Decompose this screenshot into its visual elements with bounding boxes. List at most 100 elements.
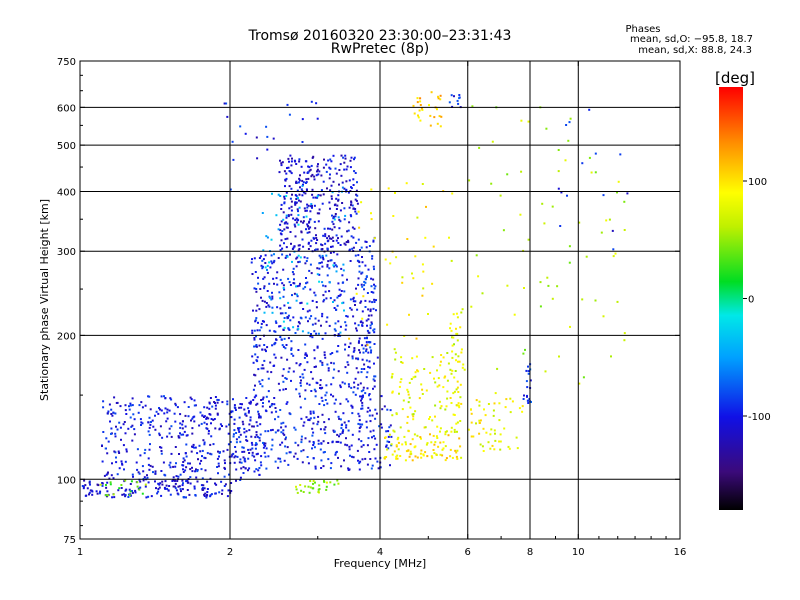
data-point [181, 427, 184, 430]
data-point [253, 337, 256, 339]
data-point [300, 301, 303, 304]
data-point [209, 495, 212, 498]
data-point [214, 407, 217, 410]
data-point [257, 469, 260, 472]
data-point [323, 227, 326, 230]
data-point [503, 427, 506, 430]
data-point [318, 273, 321, 276]
data-point [273, 282, 275, 285]
data-point [286, 316, 289, 319]
data-point [411, 438, 414, 441]
data-point [262, 258, 265, 261]
data-point [339, 325, 342, 328]
data-point [380, 426, 383, 429]
data-point [525, 380, 528, 383]
data-point [420, 437, 422, 440]
data-point [162, 461, 165, 464]
data-point [167, 489, 170, 492]
data-point [457, 102, 460, 105]
data-point [415, 355, 418, 358]
data-point [186, 434, 189, 437]
data-point [142, 470, 145, 473]
data-point [271, 344, 274, 347]
data-point [307, 177, 310, 180]
data-point [257, 410, 260, 413]
data-point [309, 210, 312, 213]
data-point [280, 162, 283, 165]
data-point [354, 254, 357, 257]
data-point [343, 207, 346, 210]
data-point [201, 489, 204, 491]
data-point [235, 441, 238, 444]
data-point [296, 285, 299, 288]
data-point [518, 407, 521, 410]
data-point [348, 385, 351, 388]
data-point [388, 441, 391, 443]
data-point [233, 429, 236, 432]
data-point [365, 348, 368, 351]
data-point [107, 410, 110, 413]
data-point [343, 218, 346, 221]
data-point [395, 457, 398, 460]
data-point [331, 214, 333, 217]
data-point [276, 271, 279, 274]
data-point [343, 421, 346, 424]
data-point [352, 296, 355, 299]
data-point [449, 368, 452, 371]
data-point [445, 405, 448, 408]
data-point [154, 472, 157, 475]
data-point [456, 332, 459, 335]
data-point [209, 443, 212, 446]
data-point [362, 389, 365, 392]
data-point [458, 360, 461, 363]
data-point [312, 412, 315, 415]
data-point [308, 383, 311, 386]
data-point [216, 401, 219, 404]
data-point [306, 203, 309, 206]
data-point [147, 421, 150, 424]
data-point [460, 402, 463, 405]
data-point [351, 412, 354, 415]
data-point [358, 427, 361, 429]
data-point [435, 435, 438, 438]
data-point [280, 203, 283, 206]
data-point [279, 312, 282, 315]
data-point [416, 369, 419, 372]
data-point [226, 403, 229, 406]
data-point [271, 428, 274, 431]
x-tick-label: 6 [465, 547, 471, 558]
data-point [523, 287, 525, 289]
data-point [257, 413, 260, 416]
data-point [287, 327, 290, 330]
data-point [124, 494, 127, 496]
data-point [248, 467, 251, 470]
data-point [196, 469, 199, 471]
data-point [88, 493, 90, 496]
data-point [432, 449, 435, 451]
data-point [193, 485, 196, 488]
data-point [149, 464, 152, 467]
data-point [205, 423, 208, 426]
data-point [490, 182, 493, 185]
cluster-f-layer-upper-O [278, 154, 359, 254]
data-point [109, 483, 112, 486]
data-point [114, 432, 117, 435]
data-point [365, 426, 368, 429]
data-point [343, 187, 346, 190]
data-point [249, 402, 252, 405]
data-point [149, 443, 151, 446]
data-point [362, 351, 365, 354]
data-point [227, 432, 230, 435]
data-point [293, 292, 296, 295]
data-point [299, 406, 302, 409]
data-point [322, 193, 325, 196]
data-point [225, 425, 228, 428]
data-point [205, 496, 208, 499]
data-point [327, 235, 330, 238]
data-point [626, 192, 629, 195]
data-point [339, 433, 342, 436]
data-point [359, 425, 362, 428]
data-point [310, 175, 313, 178]
data-point [346, 165, 349, 168]
data-point [255, 345, 258, 348]
